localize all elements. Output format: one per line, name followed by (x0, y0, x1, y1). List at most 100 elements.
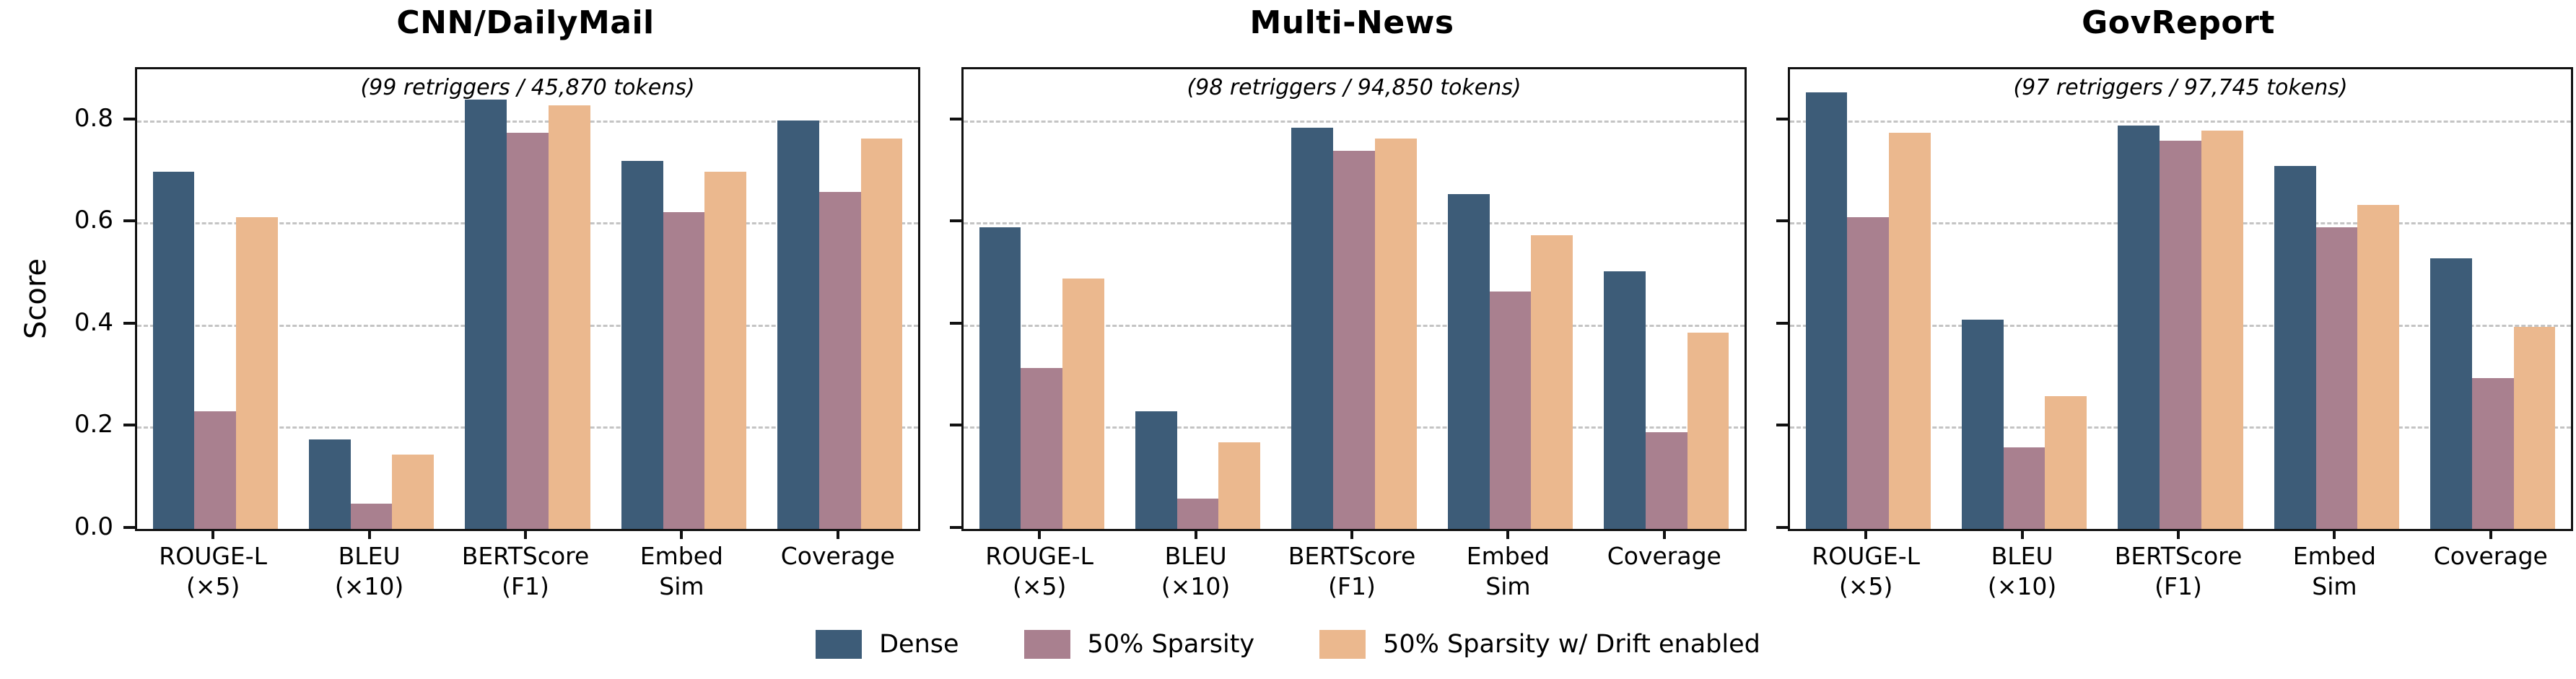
x-tick-label: BLEU (×10) (334, 542, 404, 600)
x-tick-mark (2333, 529, 2336, 539)
y-tick-mark (123, 321, 135, 325)
bar-drift (2045, 395, 2087, 529)
bar-sparsity (818, 191, 861, 529)
bar-dense (979, 227, 1021, 529)
x-tick-mark (836, 529, 839, 539)
bar-drift (1218, 442, 1261, 529)
x-tick-mark (2489, 529, 2492, 539)
bar-dense (621, 161, 663, 529)
bar-drift (1889, 133, 1931, 529)
bar-sparsity (2471, 378, 2514, 529)
bar-sparsity (507, 133, 549, 529)
bar-dense (2430, 258, 2472, 529)
y-tick-label: 0.6 (74, 206, 113, 235)
x-tick-mark (1038, 529, 1042, 539)
bar-sparsity (2160, 141, 2201, 529)
x-tick-label: BLEU (×10) (1987, 542, 2057, 600)
legend-swatch-sparsity (1023, 630, 1070, 659)
bar-sparsity (663, 212, 705, 529)
bar-dense (2274, 166, 2316, 529)
bar-drift (392, 455, 435, 529)
y-tick-mark (123, 219, 135, 223)
panel-title: GovReport (2082, 4, 2275, 41)
bar-drift (1374, 138, 1417, 529)
y-tick-label: 0.2 (74, 410, 113, 439)
bar-dense (2118, 125, 2160, 529)
bar-sparsity (1847, 217, 1890, 529)
plot-area: (98 retriggers / 94,850 tokens) (961, 67, 1747, 531)
x-tick-mark (2020, 529, 2024, 539)
bar-drift (860, 138, 903, 529)
y-tick-mark (123, 424, 135, 427)
panel-annotation: (98 retriggers / 94,850 tokens) (1187, 75, 1521, 100)
bar-dense (1805, 92, 1848, 529)
y-tick-mark (1776, 117, 1788, 121)
bar-dense (152, 171, 195, 529)
y-tick-mark (1776, 526, 1788, 529)
y-tick-mark (950, 526, 961, 529)
bar-dense (1447, 194, 1490, 529)
bar-drift (1531, 235, 1573, 529)
bar-sparsity (1489, 291, 1532, 529)
x-tick-mark (367, 529, 371, 539)
y-tick-mark (950, 321, 961, 325)
x-tick-mark (211, 529, 215, 539)
gridline (1790, 120, 2571, 123)
panel-annotation: (97 retriggers / 97,745 tokens) (2013, 75, 2348, 100)
bar-sparsity (1176, 498, 1219, 529)
x-tick-mark (1864, 529, 1868, 539)
bar-sparsity (1021, 368, 1063, 529)
panel-title: CNN/DailyMail (396, 4, 655, 41)
y-tick-mark (1776, 424, 1788, 427)
bar-dense (465, 100, 507, 529)
bar-sparsity (2003, 447, 2045, 529)
bar-sparsity (1645, 432, 1688, 529)
bar-drift (704, 171, 746, 529)
y-tick-label: 0.4 (74, 307, 113, 337)
x-tick-label: BLEU (×10) (1161, 542, 1231, 600)
bar-drift (1062, 279, 1104, 529)
x-tick-mark (680, 529, 684, 539)
y-tick-label: 0.8 (74, 103, 113, 133)
legend-label: 50% Sparsity (1087, 630, 1255, 659)
bar-drift (2201, 130, 2243, 529)
legend-label: Dense (879, 630, 959, 659)
y-tick-mark (123, 117, 135, 121)
y-tick-mark (950, 219, 961, 223)
x-tick-label: ROUGE-L (×5) (1812, 542, 1921, 600)
bar-dense (1962, 319, 2004, 529)
legend-swatch-dense (816, 630, 863, 659)
x-tick-label: BERTScore (F1) (2114, 542, 2243, 600)
x-tick-label: Coverage (2433, 542, 2548, 570)
legend-item: Dense (816, 630, 959, 659)
x-tick-mark (1194, 529, 1197, 539)
bar-sparsity (2315, 227, 2358, 529)
y-tick-mark (1776, 219, 1788, 223)
bar-dense (1135, 411, 1177, 529)
x-tick-mark (1506, 529, 1510, 539)
panel-title: Multi-News (1249, 4, 1454, 41)
gridline (137, 120, 918, 123)
x-tick-mark (1662, 529, 1666, 539)
bar-dense (777, 120, 819, 529)
legend-label: 50% Sparsity w/ Drift enabled (1383, 630, 1760, 659)
y-tick-mark (1776, 321, 1788, 325)
x-tick-label: ROUGE-L (×5) (985, 542, 1094, 600)
plot-area: (97 retriggers / 97,745 tokens) (1788, 67, 2573, 531)
gridline (964, 120, 1745, 123)
bar-dense (1291, 128, 1334, 529)
y-tick-mark (123, 526, 135, 529)
legend: Dense 50% Sparsity 50% Sparsity w/ Drift e… (0, 630, 2576, 659)
x-tick-label: BERTScore (F1) (1288, 542, 1416, 600)
x-tick-label: BERTScore (F1) (461, 542, 590, 600)
bar-drift (2357, 204, 2399, 529)
x-tick-label: ROUGE-L (×5) (159, 542, 268, 600)
bar-sparsity (194, 411, 237, 529)
plot-area: (99 retriggers / 45,870 tokens) (135, 67, 920, 531)
legend-item: 50% Sparsity (1023, 630, 1255, 659)
bar-drift (1687, 332, 1729, 529)
legend-item: 50% Sparsity w/ Drift enabled (1319, 630, 1760, 659)
x-tick-label: Embed Sim (639, 542, 723, 600)
bar-dense (1604, 271, 1646, 529)
